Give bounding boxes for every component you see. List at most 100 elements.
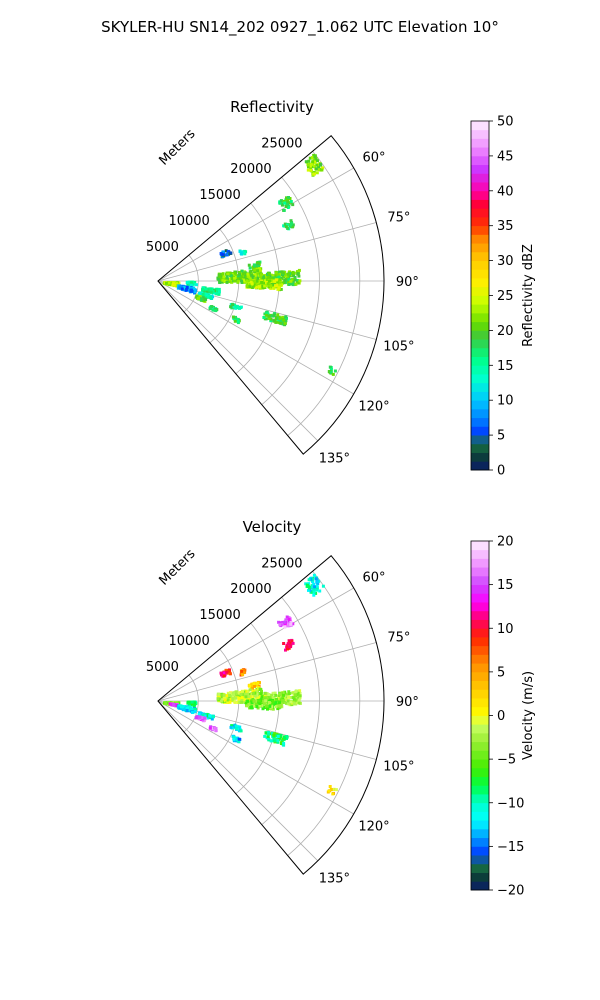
echo-cell <box>186 700 198 707</box>
echo-cell <box>208 725 218 733</box>
azimuth-gridline <box>157 280 319 442</box>
colorbar-band <box>471 391 489 401</box>
radar-echoes <box>162 573 338 796</box>
colorbar-tick-label: −10 <box>497 796 524 811</box>
reflectivity-panel: Reflectivity Meters 5000 10000 15000 20000 2… <box>146 98 536 479</box>
colorbar-band <box>471 164 489 174</box>
colorbar-label: Velocity (m/s) <box>521 671 536 760</box>
colorbar-band <box>471 715 489 725</box>
colorbar-band <box>471 794 489 804</box>
colorbar-band <box>471 575 489 586</box>
colorbar-band <box>471 541 489 551</box>
colorbar-band <box>471 295 489 305</box>
colorbar-band <box>471 828 489 839</box>
colorbar-tick-label: 15 <box>497 578 514 593</box>
colorbar-band <box>471 330 489 340</box>
sector-outline <box>157 135 385 455</box>
colorbar-band <box>471 260 489 270</box>
colorbar-band <box>471 234 489 244</box>
colorbar-band <box>471 785 489 795</box>
echo-cell <box>231 315 241 325</box>
colorbar: 0 5 10 15 20 25 30 35 40 45 50 Reflectivity dBZ <box>470 115 536 479</box>
range-tick-label: 5000 <box>146 240 179 255</box>
colorbar-band <box>471 776 489 786</box>
colorbar-band <box>471 619 489 629</box>
azimuth-tick-label: 120° <box>358 400 389 415</box>
colorbar-band <box>471 741 489 751</box>
azimuth-tick-label: 90° <box>396 695 419 710</box>
colorbar-band <box>471 435 489 445</box>
colorbar-band <box>471 855 489 865</box>
echo-cell <box>282 219 295 231</box>
colorbar-band <box>471 820 489 830</box>
colorbar-band <box>471 269 489 279</box>
echo-cell <box>247 680 261 690</box>
echo-cell <box>247 260 262 270</box>
colorbar-band <box>471 610 489 620</box>
range-tick-label: 15000 <box>199 608 240 623</box>
azimuth-tick-label: 105° <box>383 760 414 775</box>
colorbar-band <box>471 426 489 436</box>
echo-cell <box>194 715 207 723</box>
colorbar-band <box>471 802 489 812</box>
echo-cell <box>245 278 284 292</box>
range-ring <box>209 648 240 764</box>
colorbar-band <box>471 872 489 882</box>
colorbar-band <box>471 208 489 218</box>
colorbar-band <box>471 129 489 139</box>
radar-echoes <box>162 153 337 376</box>
colorbar-band <box>471 121 489 131</box>
colorbar-band <box>471 147 489 157</box>
echo-cell <box>201 286 221 296</box>
echo-cell <box>263 731 289 747</box>
polar-grid <box>157 151 384 442</box>
colorbar-band <box>471 698 489 708</box>
colorbar-band <box>471 155 489 166</box>
polar-grid <box>157 571 384 862</box>
velocity-panel: Velocity Meters 5000 10000 15000 20000 25000… <box>146 518 536 899</box>
colorbar-band <box>471 593 489 603</box>
echo-cell <box>304 153 325 177</box>
range-ring <box>287 571 361 856</box>
echo-cell <box>229 302 243 310</box>
colorbar-band <box>471 443 489 453</box>
panel-title: Reflectivity <box>230 98 314 116</box>
colorbar-band <box>471 251 489 262</box>
colorbar-band <box>471 680 489 690</box>
colorbar-tick-label: −15 <box>497 840 524 855</box>
colorbar-band <box>471 304 489 314</box>
colorbar-band <box>471 400 489 410</box>
echo-cell <box>176 704 197 714</box>
colorbar-band <box>471 863 489 873</box>
colorbar-band <box>471 243 489 253</box>
colorbar-band <box>471 846 489 856</box>
range-tick-label: 25000 <box>261 556 302 571</box>
colorbar-band <box>471 278 489 288</box>
colorbar-band <box>471 750 489 760</box>
colorbar-band <box>471 190 489 200</box>
colorbar-band <box>471 811 489 821</box>
azimuth-tick-label: 105° <box>383 340 414 355</box>
echo-cell <box>229 723 243 733</box>
echo-cell <box>262 310 288 327</box>
colorbar-band <box>471 417 489 427</box>
colorbar-band <box>471 173 489 183</box>
colorbar-tick-label: 35 <box>497 219 514 234</box>
colorbar-band <box>471 321 489 331</box>
echo-cell <box>208 305 219 313</box>
range-tick-label: 25000 <box>261 136 302 151</box>
range-tick-label: 20000 <box>230 162 271 177</box>
colorbar-band <box>471 837 489 847</box>
range-ring <box>209 228 240 344</box>
echo-cell <box>304 573 325 597</box>
range-axis-label: Meters <box>157 126 199 168</box>
range-ring <box>287 151 361 436</box>
range-tick-label: 15000 <box>199 188 240 203</box>
range-tick-label: 5000 <box>146 660 179 675</box>
colorbar-tick-label: 15 <box>497 359 514 374</box>
colorbar-band <box>471 365 489 375</box>
echo-cell <box>176 284 198 295</box>
colorbar-tick-label: 10 <box>497 394 514 409</box>
range-axis-label: Meters <box>157 546 199 588</box>
